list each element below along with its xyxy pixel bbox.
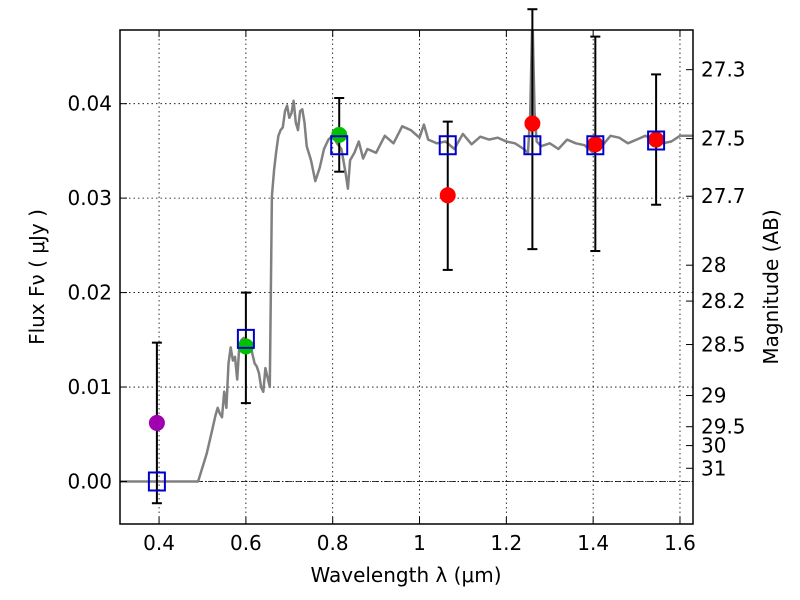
y-tick-label: 0.02 xyxy=(67,281,112,305)
magnitude-tick-label: 29 xyxy=(701,384,726,408)
model-photometry-box xyxy=(438,135,457,156)
x-tick-label: 1.4 xyxy=(577,531,609,555)
magnitude-tick-label: 31 xyxy=(701,456,726,480)
data-point-red xyxy=(587,136,604,153)
x-tick-label: 1.6 xyxy=(664,531,696,555)
magnitude-tick-label: 27.3 xyxy=(701,58,746,82)
x-tick-label: 0.8 xyxy=(317,531,349,555)
magnitude-tick-label: 29.5 xyxy=(701,415,746,439)
magnitude-tick-label: 30 xyxy=(701,434,726,458)
data-point-red xyxy=(439,187,456,204)
magnitude-tick-label: 27.7 xyxy=(701,184,746,208)
grid-lines xyxy=(120,30,693,524)
data-point-red xyxy=(648,131,665,148)
model-photometry-box xyxy=(586,135,605,156)
model-photometry-boxes xyxy=(147,130,666,492)
x-tick-label: 1 xyxy=(413,531,426,555)
data-point-red xyxy=(524,115,541,132)
data-point-green xyxy=(331,126,348,143)
x-tick-label: 1.2 xyxy=(490,531,522,555)
observed-points xyxy=(148,115,665,431)
y-tick-label: 0.00 xyxy=(67,469,112,493)
y-axis-ticks: 0.00 0.01 0.02 0.03 0.04 xyxy=(67,92,127,493)
x-tick-label: 0.6 xyxy=(230,531,262,555)
model-photometry-box xyxy=(147,471,166,492)
magnitude-axis-label: Magnitude (AB) xyxy=(759,209,783,364)
model-photometry-box xyxy=(647,130,666,151)
magnitude-tick-label: 28.5 xyxy=(701,333,746,357)
plot-frame xyxy=(119,29,694,525)
magnitude-tick-label: 28.2 xyxy=(701,289,746,313)
magnitude-tick-label: 28 xyxy=(701,253,726,277)
y-tick-label: 0.04 xyxy=(67,92,112,116)
model-photometry-box xyxy=(523,135,542,156)
y-tick-label: 0.03 xyxy=(67,186,112,210)
magnitude-tick-label: 27.5 xyxy=(701,127,746,151)
data-point-green xyxy=(237,338,254,355)
x-axis-ticks: 0.4 0.6 0.8 1 1.2 1.4 1.6 xyxy=(143,30,696,555)
model-photometry-box xyxy=(236,328,255,349)
x-tick-label: 0.4 xyxy=(143,531,175,555)
y-tick-label: 0.01 xyxy=(67,375,112,399)
data-point-magenta xyxy=(148,414,165,431)
y-axis-label: Flux Fν ( μJy ) xyxy=(25,209,49,345)
model-photometry-box xyxy=(330,135,349,156)
x-axis-label: Wavelength λ (μm) xyxy=(310,563,501,587)
